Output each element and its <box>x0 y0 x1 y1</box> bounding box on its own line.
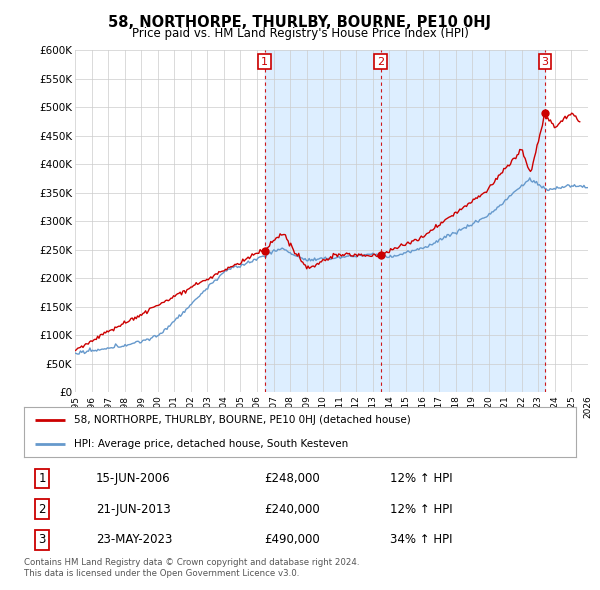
Text: 2: 2 <box>377 57 384 67</box>
Text: 21-JUN-2013: 21-JUN-2013 <box>96 503 171 516</box>
Text: £240,000: £240,000 <box>264 503 320 516</box>
Text: 23-MAY-2023: 23-MAY-2023 <box>96 533 172 546</box>
Text: HPI: Average price, detached house, South Kesteven: HPI: Average price, detached house, Sout… <box>74 439 348 449</box>
Text: £248,000: £248,000 <box>264 472 320 485</box>
Bar <box>265 50 380 392</box>
Text: 12% ↑ HPI: 12% ↑ HPI <box>390 503 452 516</box>
Text: 15-JUN-2006: 15-JUN-2006 <box>96 472 170 485</box>
Bar <box>380 50 545 392</box>
Text: 3: 3 <box>541 57 548 67</box>
Text: 34% ↑ HPI: 34% ↑ HPI <box>390 533 452 546</box>
Text: £490,000: £490,000 <box>264 533 320 546</box>
Text: Contains HM Land Registry data © Crown copyright and database right 2024.
This d: Contains HM Land Registry data © Crown c… <box>24 558 359 578</box>
Text: 2: 2 <box>38 503 46 516</box>
Text: 58, NORTHORPE, THURLBY, BOURNE, PE10 0HJ (detached house): 58, NORTHORPE, THURLBY, BOURNE, PE10 0HJ… <box>74 415 410 425</box>
Text: 1: 1 <box>38 472 46 485</box>
Text: 3: 3 <box>38 533 46 546</box>
Text: 12% ↑ HPI: 12% ↑ HPI <box>390 472 452 485</box>
Text: 58, NORTHORPE, THURLBY, BOURNE, PE10 0HJ: 58, NORTHORPE, THURLBY, BOURNE, PE10 0HJ <box>109 15 491 30</box>
Text: 1: 1 <box>261 57 268 67</box>
Text: Price paid vs. HM Land Registry's House Price Index (HPI): Price paid vs. HM Land Registry's House … <box>131 27 469 40</box>
